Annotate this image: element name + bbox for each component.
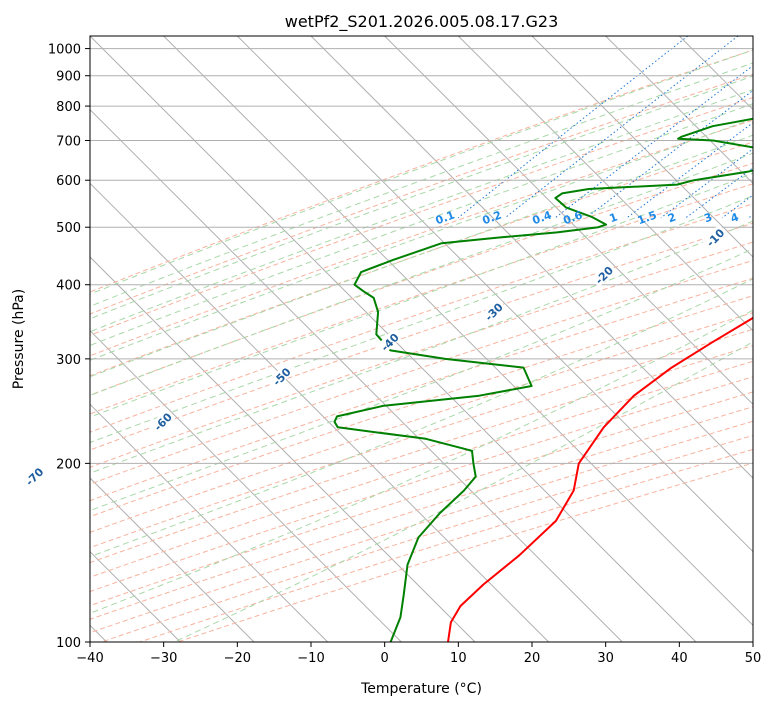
moist-adiabat-line: [90, 49, 753, 295]
moist-adiabat-line: [90, 88, 753, 333]
mixing-ratio-label: 0.4: [531, 208, 554, 227]
mixing-ratio-label: 1.5: [636, 208, 659, 227]
x-tick-label: −20: [224, 651, 251, 666]
isotherm-line: [90, 329, 402, 642]
mixing-ratio-line: [457, 36, 689, 219]
isotherm-line: [384, 36, 753, 406]
isotherm-label-bg: [590, 261, 617, 288]
isotherm-label-bg: [701, 224, 728, 250]
isotherm-label-bg: [376, 328, 402, 355]
dry-adiabat-line: [90, 391, 753, 607]
isotherm-line: [457, 36, 753, 332]
dry-adiabat-line: [90, 183, 753, 415]
y-tick-label: 200: [56, 457, 81, 472]
plot-frame: [89, 35, 754, 643]
x-tick-label: −30: [150, 651, 177, 666]
plot-area-background: [90, 36, 753, 642]
isotherm-line: [90, 108, 623, 642]
dry-adiabat-line: [139, 448, 753, 642]
dry-adiabat-line: [90, 328, 753, 549]
mixing-ratio-label: 0.6: [561, 208, 584, 227]
moist-adiabat-line: [90, 309, 753, 614]
y-tick-label: 800: [56, 100, 81, 115]
x-axis-label: Temperature (°C): [360, 681, 482, 697]
isotherm-line: [90, 403, 329, 642]
moist-adiabat-line: [90, 195, 753, 444]
x-tick-label: 0: [381, 651, 389, 666]
isotherm-line: [163, 36, 753, 627]
background-lines: [90, 36, 753, 642]
x-tick-label: 30: [597, 651, 614, 666]
x-tick-label: 10: [450, 651, 467, 666]
y-tick-label: 300: [56, 353, 81, 368]
dry-adiabat-line: [90, 277, 753, 502]
y-tick-label: 900: [56, 70, 81, 85]
dry-adiabat-line: [90, 203, 753, 433]
mixing-ratio-label: 2: [666, 210, 678, 225]
isotherm-line: [236, 36, 753, 553]
dry-adiabat-line: [90, 344, 753, 564]
moist-adiabat-line: [90, 118, 753, 361]
y-tick-label: 700: [56, 134, 81, 149]
isotherm-line: [605, 36, 753, 185]
mixing-ratio-line: [504, 36, 739, 219]
axis-ticks: −40 −30 −20 −10 0 10 20 30 40 50 100 200 300 400 500 60…: [48, 43, 761, 666]
mixing-ratio-label: 3: [702, 210, 714, 225]
isotherm-line: [90, 477, 255, 642]
dry-adiabat-line: [90, 312, 753, 533]
moist-adiabat-line: [90, 220, 753, 474]
isotherm-line: [90, 182, 550, 642]
y-tick-label: 400: [56, 279, 81, 294]
isotherm-label-bg: [20, 463, 47, 489]
y-tick-label: 1000: [48, 43, 81, 58]
isotherm-line: [310, 36, 753, 479]
moist-adiabat-line: [90, 152, 753, 396]
mixing-ratio-label: 4: [729, 210, 741, 225]
mixing-ratio-line: [554, 64, 753, 219]
mixing-ratio-label: 1: [608, 210, 620, 225]
y-tick-label: 100: [56, 636, 81, 651]
mixing-ratio-line: [626, 122, 753, 219]
isotherm-label-bg: [268, 363, 294, 389]
chart-title: wetPf2_S201.2026.005.08.17.G23: [285, 12, 559, 32]
x-tick-label: 50: [745, 651, 762, 666]
isotherm-label-bg: [149, 408, 175, 434]
dry-adiabat-line: [177, 462, 753, 642]
x-tick-label: 20: [524, 651, 541, 666]
mixing-ratio-label: 0.1: [434, 208, 457, 227]
dewpoint-profile-line: [333, 117, 753, 642]
x-tick-label: −10: [297, 651, 324, 666]
isotherm-line: [531, 36, 753, 258]
isotherm-line: [90, 256, 476, 642]
dry-adiabat-line: [90, 162, 753, 396]
x-tick-label: −40: [76, 651, 103, 666]
x-tick-label: 40: [671, 651, 688, 666]
dry-adiabat-line: [90, 360, 753, 578]
mixing-ratio-label: 0.2: [481, 208, 504, 227]
y-tick-label: 600: [56, 174, 81, 189]
y-tick-label: 500: [56, 221, 81, 236]
y-axis-label: Pressure (hPa): [11, 289, 27, 389]
dry-adiabat-line: [90, 141, 753, 377]
series-layer: [333, 117, 753, 642]
dry-adiabat-line: [90, 376, 753, 593]
isotherm-label-bg: [480, 298, 506, 324]
temperature-profile-line: [447, 316, 753, 642]
